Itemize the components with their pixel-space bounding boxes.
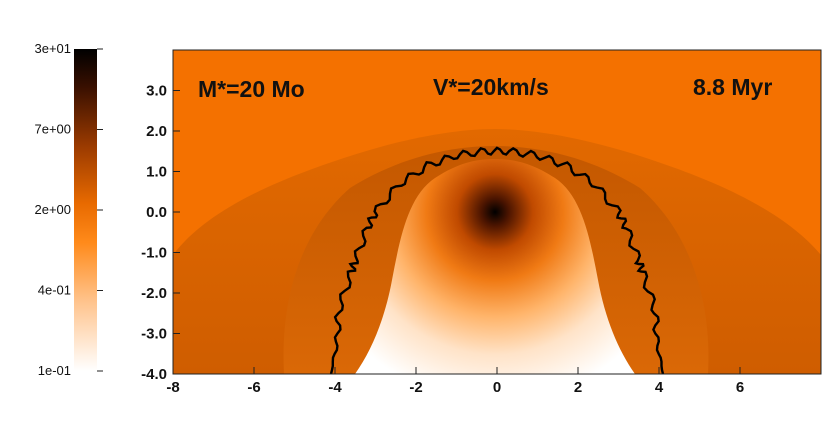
plot-area: -8 -6 -4 -2 0 2 4 6 3.0 2.0 1.0 0.0 -1.0 -2.0 -3.0 -4.… — [141, 49, 822, 396]
x-tick-label: -6 — [247, 379, 260, 396]
discontinuity-contour — [329, 146, 665, 374]
colorbar-tick-label: 2e+00 — [34, 202, 71, 217]
x-axis: -8 -6 -4 -2 0 2 4 6 — [166, 367, 744, 396]
colorbar-ticks: 3e+01 7e+00 2e+00 4e-01 1e-01 — [34, 41, 103, 378]
y-tick-label: -2.0 — [141, 285, 167, 302]
y-tick-label: 2.0 — [146, 123, 167, 140]
time-annotation: 8.8 Myr — [693, 74, 772, 100]
velocity-annotation: V*=20km/s — [433, 74, 549, 100]
y-tick-label: -1.0 — [141, 245, 167, 262]
colorbar-gradient — [74, 49, 97, 371]
y-tick-label: 1.0 — [146, 164, 167, 181]
colorbar-tick-label: 4e-01 — [38, 283, 71, 298]
wind-bubble — [355, 159, 635, 374]
colorbar: 3e+01 7e+00 2e+00 4e-01 1e-01 — [34, 41, 103, 378]
colorbar-tick-label: 1e-01 — [38, 363, 71, 378]
x-tick-label: 4 — [655, 379, 664, 396]
x-tick-label: -4 — [328, 379, 342, 396]
y-tick-label: 0.0 — [146, 204, 167, 221]
x-tick-label: -2 — [409, 379, 422, 396]
y-tick-label: 3.0 — [146, 83, 167, 100]
colorbar-tick-label: 3e+01 — [34, 41, 71, 56]
y-tick-label: -4.0 — [141, 366, 167, 383]
colorbar-tick-label: 7e+00 — [34, 122, 71, 137]
mass-annotation: M*=20 Mo — [198, 76, 305, 102]
y-tick-label: -3.0 — [141, 326, 167, 343]
y-axis: 3.0 2.0 1.0 0.0 -1.0 -2.0 -3.0 -4.0 — [141, 83, 180, 383]
x-tick-label: 0 — [493, 379, 501, 396]
x-tick-label: 2 — [574, 379, 582, 396]
x-tick-label: -8 — [166, 379, 179, 396]
x-tick-label: 6 — [736, 379, 744, 396]
